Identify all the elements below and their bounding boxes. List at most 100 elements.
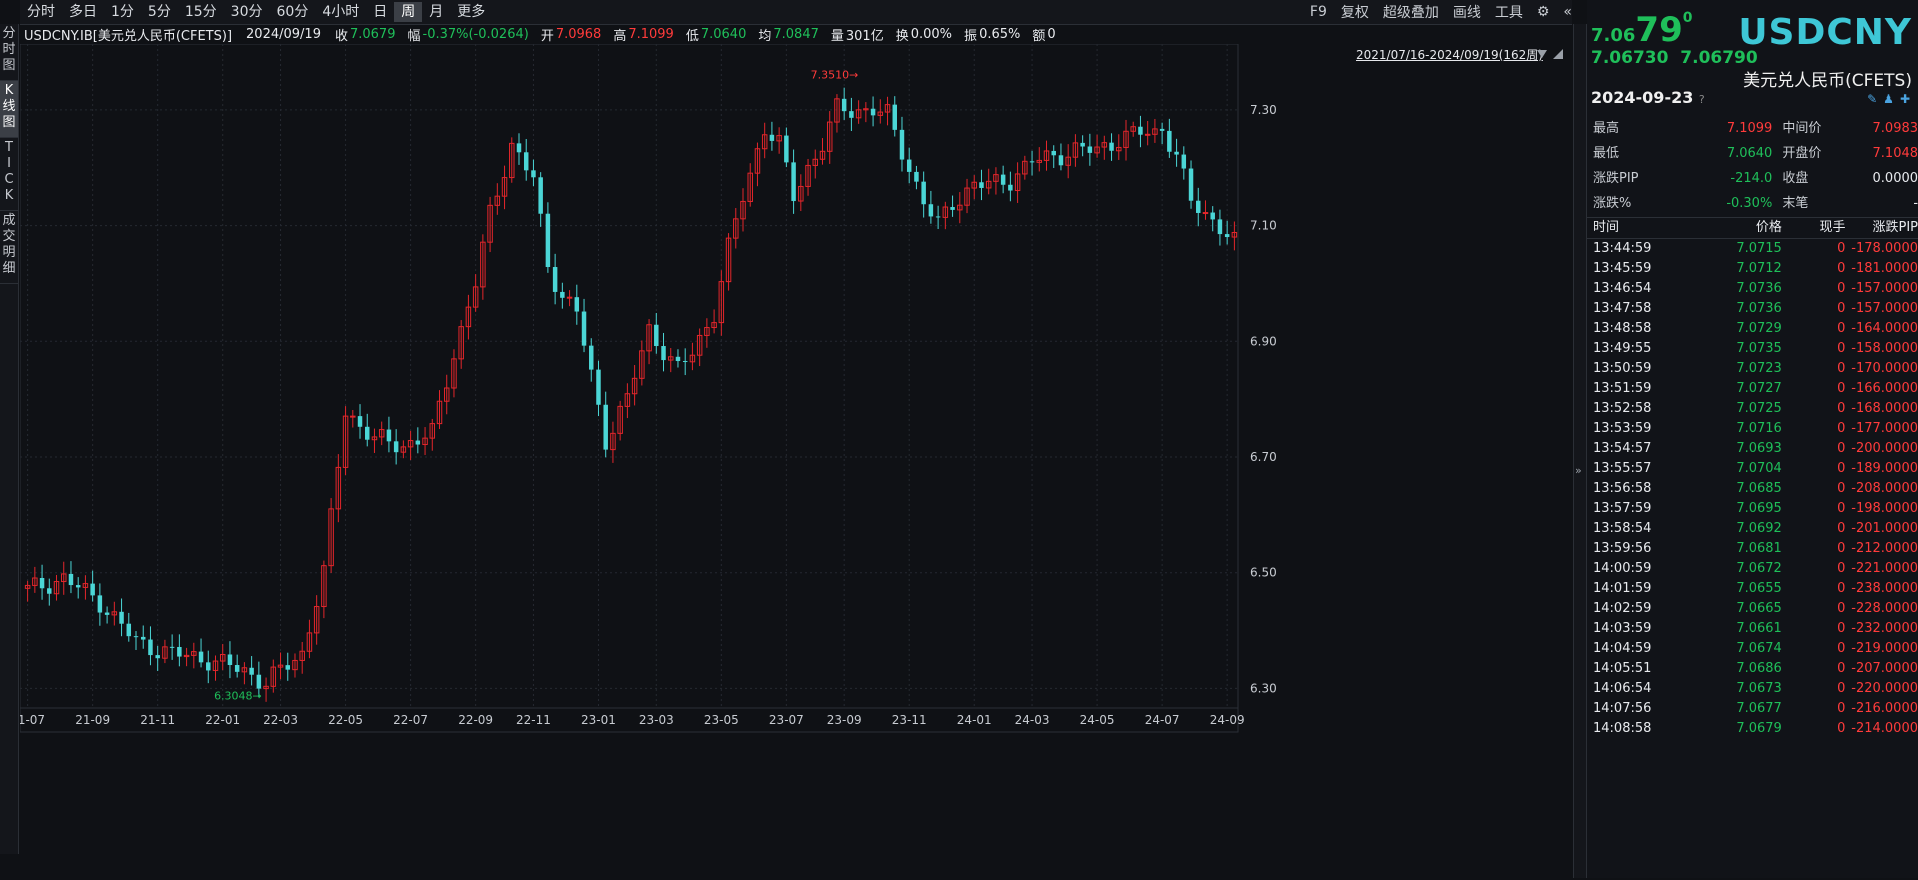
period-tab-9[interactable]: 周: [394, 2, 423, 22]
x-tick-label: 22-03: [263, 713, 298, 727]
date-help-icon[interactable]: ?: [1698, 93, 1705, 106]
tick-cell: 7.0679: [1736, 721, 1782, 736]
panel-collapse-strip[interactable]: »: [1573, 24, 1587, 878]
tool-0[interactable]: F9: [1309, 4, 1327, 20]
rail-mode-3[interactable]: 成 交 明 细: [0, 211, 18, 284]
quote-info-bar: USDCNY.IB[美元兑人民币(CFETS)] 2024/09/19 收 7.…: [24, 24, 1564, 44]
stat-label: 涨跌PIP: [1593, 171, 1639, 186]
candle-up: [819, 150, 826, 160]
tick-row[interactable]: 13:56:58 7.0685 0 -208.0000: [1587, 479, 1918, 499]
tick-row[interactable]: 14:01:59 7.0655 0 -238.0000: [1587, 579, 1918, 599]
symbol-label: USDCNY.IB[美元兑人民币(CFETS)]: [24, 28, 233, 44]
kline-chart[interactable]: 6.30 6.50 6.70 6.90 7.10 7.30 21-07 21-09 21-11 2…: [10, 43, 1572, 876]
tool-3[interactable]: 画线: [1452, 5, 1481, 21]
candle-up: [1202, 212, 1209, 215]
candle-down: [1029, 161, 1035, 163]
candle-up: [328, 508, 334, 567]
candle-up: [1043, 150, 1050, 161]
tick-cell: -214.0000: [1851, 721, 1918, 736]
tick-row[interactable]: 14:05:51 7.0686 0 -207.0000: [1587, 659, 1918, 679]
tick-cell: 14:07:56: [1593, 701, 1652, 716]
period-tab-1[interactable]: 多日: [69, 4, 97, 20]
tick-row[interactable]: 14:04:59 7.0674 0 -219.0000: [1587, 639, 1918, 659]
chart-settings-icon[interactable]: [1552, 48, 1564, 60]
tick-row[interactable]: 13:51:59 7.0727 0 -166.0000: [1587, 379, 1918, 399]
tick-row[interactable]: 14:06:54 7.0673 0 -220.0000: [1587, 679, 1918, 699]
period-tab-3[interactable]: 5分: [147, 4, 171, 20]
tick-row[interactable]: 13:54:57 7.0693 0 -200.0000: [1587, 439, 1918, 459]
tick-row[interactable]: 14:02:59 7.0665 0 -228.0000: [1587, 599, 1918, 619]
tick-cell: 13:51:59: [1593, 381, 1652, 396]
candle-down: [1181, 154, 1187, 169]
turnover-label: 换: [895, 28, 909, 44]
tick-row[interactable]: 13:46:54 7.0736 0 -157.0000: [1587, 279, 1918, 299]
avg-value: 7.0847: [773, 26, 819, 42]
tick-row[interactable]: 14:00:59 7.0672 0 -221.0000: [1587, 559, 1918, 579]
candle-up: [942, 206, 949, 218]
tick-row[interactable]: 13:48:58 7.0729 0 -164.0000: [1587, 319, 1918, 339]
tick-row[interactable]: 13:52:58 7.0725 0 -168.0000: [1587, 399, 1918, 419]
tick-row[interactable]: 13:59:56 7.0681 0 -212.0000: [1587, 539, 1918, 559]
period-tab-10[interactable]: 月: [429, 4, 444, 20]
tick-row[interactable]: 13:47:58 7.0736 0 -157.0000: [1587, 299, 1918, 319]
panel-mini-icon-2[interactable]: ✚: [1899, 92, 1910, 106]
tick-table-body[interactable]: 13:44:59 7.0715 0 -178.0000 13:45:59 7.0712 0-…: [1587, 239, 1918, 739]
tool-1[interactable]: 复权: [1340, 5, 1369, 21]
candle-up: [61, 573, 67, 583]
tick-cell: 14:08:58: [1593, 721, 1652, 736]
tick-cell: -201.0000: [1851, 521, 1918, 536]
tick-cell: 14:02:59: [1593, 601, 1652, 616]
candle-down: [206, 662, 211, 671]
tool-6[interactable]: «: [1563, 4, 1572, 20]
collapse-arrow-icon[interactable]: »: [1575, 464, 1582, 477]
rail-mode-1[interactable]: K 线 图: [0, 81, 18, 138]
candle-down: [1051, 150, 1056, 156]
candle-up: [884, 104, 891, 113]
tick-row[interactable]: 13:53:59 7.0716 0 -177.0000: [1587, 419, 1918, 439]
period-tab-4[interactable]: 15分: [184, 4, 217, 20]
period-tab-0[interactable]: 分时: [27, 4, 55, 20]
tick-row[interactable]: 14:08:58 7.0679 0 -214.0000: [1587, 719, 1918, 739]
tick-row[interactable]: 13:57:59 7.0695 0 -198.0000: [1587, 499, 1918, 519]
candle-down: [1167, 130, 1172, 152]
period-tab-5[interactable]: 30分: [230, 4, 263, 20]
open-label: 开: [540, 28, 554, 44]
last-price-main: 79: [1635, 10, 1683, 50]
tool-2[interactable]: 超级叠加: [1382, 5, 1439, 21]
candle-up: [877, 111, 884, 116]
rail-mode-2[interactable]: T I C K: [0, 138, 18, 211]
tick-cell: 0: [1837, 601, 1846, 616]
tick-cell: -200.0000: [1851, 441, 1918, 456]
panel-mini-icon-1[interactable]: ♟: [1883, 92, 1894, 106]
candle-down: [791, 162, 796, 202]
candle-up: [458, 326, 464, 360]
tick-row[interactable]: 13:58:54 7.0692 0 -201.0000: [1587, 519, 1918, 539]
rail-mode-0[interactable]: 分 时 图: [0, 24, 18, 81]
tick-row[interactable]: 13:44:59 7.0715 0 -178.0000: [1587, 239, 1918, 259]
tick-row[interactable]: 13:49:55 7.0735 0 -158.0000: [1587, 339, 1918, 359]
date-range-selector[interactable]: 2021/07/16-2024/09/19(162周): [1356, 48, 1543, 62]
tick-row[interactable]: 13:55:57 7.0704 0 -189.0000: [1587, 459, 1918, 479]
period-tab-7[interactable]: 4小时: [322, 4, 360, 20]
tick-cell: 13:55:57: [1593, 461, 1652, 476]
tool-4[interactable]: 工具: [1494, 5, 1523, 21]
kline-chart-canvas[interactable]: 6.30 6.50 6.70 6.90 7.10 7.30 21-07 21-09 21-11 2…: [10, 43, 1572, 876]
tick-cell: 7.0693: [1736, 441, 1782, 456]
period-tab-8[interactable]: 日: [373, 4, 388, 20]
tick-row[interactable]: 13:50:59 7.0723 0 -170.0000: [1587, 359, 1918, 379]
period-tab-6[interactable]: 60分: [276, 4, 309, 20]
panel-mini-icon-0[interactable]: ✎: [1867, 92, 1878, 106]
candle-down: [1159, 128, 1165, 131]
tick-row[interactable]: 13:45:59 7.0712 0 -181.0000: [1587, 259, 1918, 279]
tick-row[interactable]: 14:07:56 7.0677 0 -216.0000: [1587, 699, 1918, 719]
candle-up: [306, 632, 313, 652]
stat-value: -214.0: [1730, 171, 1773, 186]
tool-5[interactable]: ⚙: [1536, 4, 1550, 20]
tick-cell: 7.0729: [1736, 321, 1782, 336]
range-dropdown-icon[interactable]: [1536, 49, 1548, 59]
change-label: 幅: [407, 28, 421, 44]
turnover-value: 0.00%: [910, 26, 953, 42]
period-tab-2[interactable]: 1分: [111, 4, 134, 20]
period-tab-11[interactable]: 更多: [457, 4, 486, 20]
tick-row[interactable]: 14:03:59 7.0661 0 -232.0000: [1587, 619, 1918, 639]
